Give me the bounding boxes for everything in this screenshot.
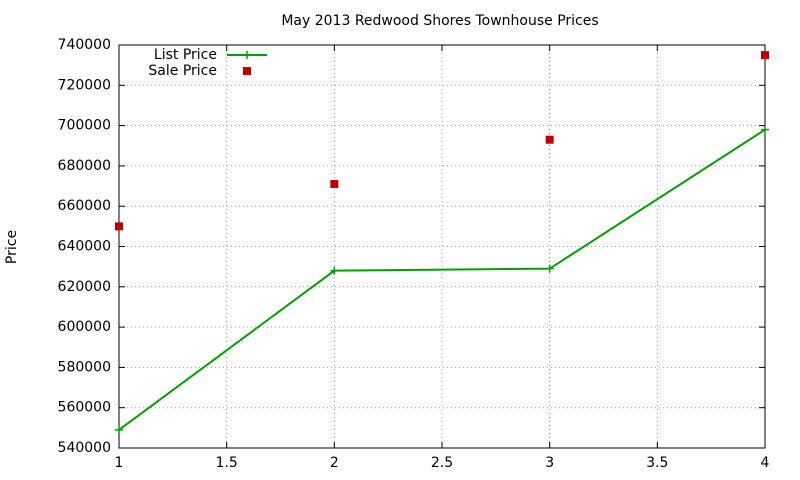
marker (115, 425, 123, 434)
marker (115, 222, 123, 231)
y-tick-label: 720000 (58, 77, 111, 93)
x-tick-label: 1 (115, 455, 124, 471)
y-tick-label: 740000 (58, 37, 111, 53)
y-tick-label: 560000 (58, 400, 111, 416)
x-tick-label: 1.5 (216, 455, 238, 471)
marker (330, 180, 339, 189)
marker (761, 125, 769, 134)
y-tick-label: 700000 (58, 118, 111, 134)
y-tick-label: 580000 (58, 359, 111, 375)
y-tick-label: 660000 (58, 198, 111, 214)
legend-marker (243, 67, 251, 75)
chart-title: May 2013 Redwood Shores Townhouse Prices (281, 13, 598, 29)
x-tick-label: 4 (761, 455, 770, 471)
plot-frame (118, 44, 766, 449)
x-tick-label: 2 (330, 455, 339, 471)
y-tick-label: 600000 (58, 319, 111, 335)
x-tick-label: 3.5 (646, 455, 668, 471)
x-tick-label: 3 (545, 455, 554, 471)
marker (761, 51, 769, 60)
marker (330, 266, 339, 275)
legend-marker (243, 51, 251, 59)
legend-label: Sale Price (148, 63, 217, 79)
series-line (118, 128, 766, 431)
y-tick-label: 640000 (58, 239, 111, 255)
legend-label: List Price (154, 47, 217, 63)
marker (545, 135, 554, 144)
marker (545, 264, 554, 273)
y-axis-label: Price (4, 230, 20, 264)
x-tick-label: 2.5 (431, 455, 453, 471)
y-tick-label: 540000 (58, 440, 111, 456)
y-tick-label: 620000 (58, 279, 111, 295)
y-tick-label: 680000 (58, 158, 111, 174)
